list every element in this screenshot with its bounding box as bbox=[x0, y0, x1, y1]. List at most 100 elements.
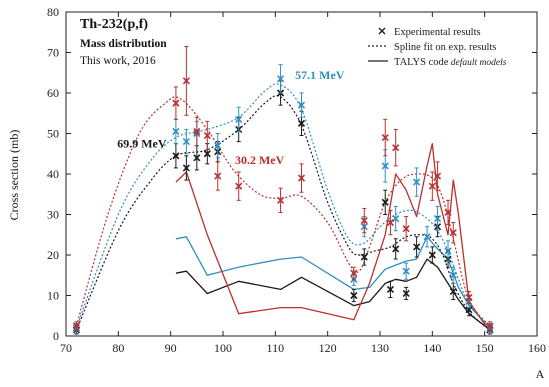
point-marker bbox=[434, 172, 442, 180]
x-tick-label: 150 bbox=[476, 341, 494, 355]
point-marker bbox=[486, 322, 494, 330]
data-point bbox=[413, 236, 421, 258]
data-point bbox=[350, 266, 358, 280]
data-point bbox=[182, 155, 190, 181]
x-tick-label: 80 bbox=[112, 341, 124, 355]
legend-cross-symbol bbox=[378, 27, 386, 35]
legend-entry: Spline fit on exp. results bbox=[368, 42, 496, 53]
y-tick-label: 60 bbox=[47, 86, 59, 100]
point-marker bbox=[392, 144, 400, 152]
spline-line-69-9-mev bbox=[75, 95, 491, 331]
talys-line-57-1-mev bbox=[175, 236, 491, 329]
x-tick-label: 90 bbox=[165, 341, 177, 355]
point-marker bbox=[72, 322, 81, 330]
data-point bbox=[193, 116, 201, 147]
data-point bbox=[386, 280, 395, 299]
point-marker bbox=[381, 198, 389, 206]
data-point bbox=[449, 282, 457, 301]
data-point bbox=[360, 207, 368, 234]
spline-line-30-2-mev bbox=[75, 96, 491, 327]
data-point bbox=[172, 86, 180, 120]
chart-note: This work, 2016 bbox=[80, 55, 156, 67]
y-tick-label: 40 bbox=[47, 167, 59, 181]
data-point bbox=[428, 171, 436, 201]
spline-line-57-1-mev bbox=[75, 83, 491, 329]
point-marker bbox=[449, 287, 457, 296]
data-point bbox=[402, 286, 410, 301]
point-marker bbox=[444, 208, 452, 217]
data-point bbox=[350, 288, 358, 303]
data-point bbox=[381, 118, 389, 157]
data-point bbox=[449, 266, 457, 284]
point-marker bbox=[172, 99, 180, 107]
annotation-layer: 69.9 MeV 57.1 MeV 30.2 MeV bbox=[117, 68, 345, 167]
point-marker bbox=[182, 138, 190, 146]
point-marker bbox=[297, 119, 306, 127]
data-point bbox=[392, 205, 400, 232]
point-marker bbox=[449, 229, 457, 237]
point-marker bbox=[381, 133, 389, 142]
x-tick-label: 120 bbox=[319, 341, 337, 355]
point-marker bbox=[381, 162, 389, 170]
talys-line-30-2-mev bbox=[175, 142, 491, 333]
y-tick-label: 80 bbox=[47, 5, 59, 19]
point-marker bbox=[360, 217, 368, 225]
point-marker bbox=[449, 271, 457, 279]
data-point bbox=[392, 128, 400, 167]
point-marker bbox=[465, 293, 473, 302]
point-marker bbox=[172, 127, 180, 136]
data-point bbox=[193, 145, 201, 171]
data-point bbox=[386, 209, 395, 236]
data-point bbox=[297, 92, 306, 118]
data-point bbox=[277, 187, 285, 213]
x-tick-label: 70 bbox=[60, 341, 72, 355]
data-point bbox=[402, 216, 410, 242]
point-marker bbox=[193, 154, 201, 162]
y-tick-label: 30 bbox=[47, 208, 59, 222]
axes-layer: 70 80 90 100 110 120 130 140 150 160 0 10 20 30 40 50 60… bbox=[47, 5, 546, 355]
point-marker bbox=[386, 285, 395, 293]
point-marker bbox=[277, 75, 285, 83]
data-point bbox=[402, 262, 410, 280]
data-point bbox=[423, 226, 431, 248]
data-point bbox=[172, 118, 180, 145]
data-point bbox=[434, 205, 442, 232]
point-marker bbox=[392, 214, 400, 223]
point-marker bbox=[413, 243, 421, 251]
chart-title: Th-232(p,f) bbox=[80, 17, 148, 32]
y-tick-label: 20 bbox=[47, 248, 59, 262]
data-point bbox=[444, 240, 452, 262]
point-marker bbox=[214, 172, 222, 180]
data-point bbox=[381, 189, 389, 215]
data-point bbox=[72, 321, 81, 331]
data-point bbox=[413, 167, 421, 197]
point-marker bbox=[350, 291, 358, 300]
legend-label: TALYS code default models bbox=[394, 57, 507, 68]
series-label: 57.1 MeV bbox=[295, 68, 345, 82]
point-marker bbox=[297, 174, 306, 182]
data-point bbox=[203, 120, 211, 151]
data-point bbox=[486, 321, 494, 331]
data-point bbox=[465, 290, 473, 305]
point-marker bbox=[386, 219, 395, 227]
point-marker bbox=[434, 214, 442, 223]
point-marker bbox=[350, 269, 358, 277]
point-marker bbox=[277, 196, 285, 204]
data-point bbox=[235, 106, 243, 132]
point-marker bbox=[360, 253, 368, 261]
x-axis-label: A bbox=[536, 367, 545, 381]
header-layer: Th-232(p,f) Mass distribution This work,… bbox=[80, 17, 167, 67]
legend-label: Spline fit on exp. results bbox=[394, 42, 496, 53]
data-point bbox=[277, 64, 285, 94]
x-tick-label: 110 bbox=[267, 341, 285, 355]
point-marker bbox=[203, 131, 211, 140]
point-marker bbox=[172, 152, 180, 160]
point-marker bbox=[235, 182, 243, 190]
points-layer bbox=[72, 45, 494, 335]
point-marker bbox=[297, 101, 306, 109]
y-tick-label: 10 bbox=[47, 289, 59, 303]
data-point bbox=[235, 171, 243, 201]
point-marker bbox=[203, 150, 211, 158]
point-marker bbox=[392, 245, 400, 253]
